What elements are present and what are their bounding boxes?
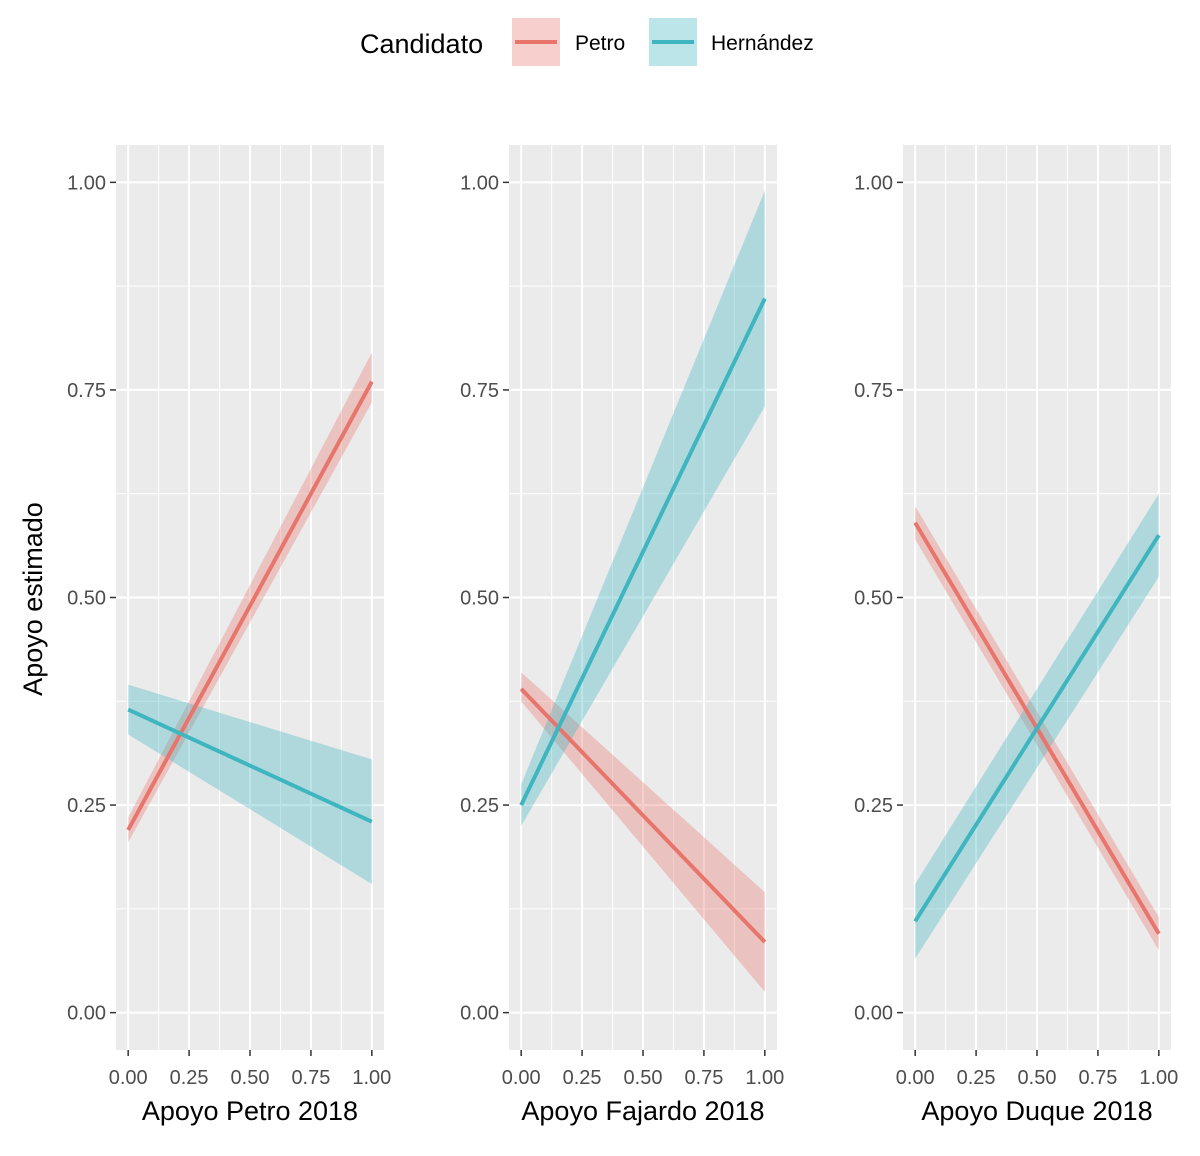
y-tick-label: 0.50 <box>854 588 893 610</box>
x-tick-label: 0.25 <box>563 1067 602 1089</box>
y-axis-title: Apoyo estimado <box>18 502 48 696</box>
y-tick-label: 0.00 <box>460 1003 499 1025</box>
legend-label-petro: Petro <box>575 32 625 55</box>
series-line <box>913 534 1161 923</box>
panel-2: 0.00 0.25 0.50 0.75 1.00 0.00 0.25 0.50 0.75 1.00… <box>460 145 784 1126</box>
y-tick-label: 0.50 <box>67 588 106 610</box>
x-tick-label: 0.00 <box>502 1067 541 1089</box>
x-axis-title: Apoyo Petro 2018 <box>142 1096 358 1126</box>
panel-1: 0.00 0.25 0.50 0.75 1.00 0.00 0.25 0.50 0.75 1.00… <box>67 145 391 1126</box>
x-tick-label: 0.75 <box>291 1067 330 1089</box>
y-tick-label: 1.00 <box>67 172 106 194</box>
legend: Candidato Petro Hernández <box>360 18 814 66</box>
y-tick-label: 0.75 <box>854 380 893 402</box>
legend-label-hernandez: Hernández <box>711 32 814 55</box>
y-tick-label: 0.25 <box>67 795 106 817</box>
legend-title: Candidato <box>360 29 483 59</box>
y-tick-label: 1.00 <box>460 172 499 194</box>
x-tick-label: 0.75 <box>1078 1067 1117 1089</box>
panel-3: 0.00 0.25 0.50 0.75 1.00 0.00 0.25 0.50 0.75 1.00… <box>854 145 1178 1126</box>
series-line <box>519 297 767 806</box>
confidence-band <box>128 684 372 884</box>
x-axis-title: Apoyo Duque 2018 <box>921 1096 1152 1126</box>
x-tick-label: 0.50 <box>624 1067 663 1089</box>
y-tick-label: 0.00 <box>854 1003 893 1025</box>
x-tick-label: 0.75 <box>684 1067 723 1089</box>
x-tick-label: 0.25 <box>170 1067 209 1089</box>
y-tick-label: 0.00 <box>67 1003 106 1025</box>
y-tick-label: 0.25 <box>854 795 893 817</box>
x-axis-title: Apoyo Fajardo 2018 <box>521 1096 764 1126</box>
series-line <box>126 380 374 831</box>
x-tick-label: 0.00 <box>109 1067 148 1089</box>
x-tick-label: 0.25 <box>957 1067 996 1089</box>
series-line <box>127 707 373 824</box>
y-tick-label: 0.25 <box>460 795 499 817</box>
y-tick-label: 0.50 <box>460 588 499 610</box>
x-tick-label: 1.00 <box>745 1067 784 1089</box>
y-tick-label: 0.75 <box>67 380 106 402</box>
series-line <box>519 687 767 944</box>
confidence-band <box>521 190 765 826</box>
x-tick-label: 0.00 <box>896 1067 935 1089</box>
x-tick-label: 0.50 <box>231 1067 270 1089</box>
y-tick-label: 1.00 <box>854 172 893 194</box>
y-tick-label: 0.75 <box>460 380 499 402</box>
x-tick-label: 0.50 <box>1018 1067 1057 1089</box>
x-tick-label: 1.00 <box>352 1067 391 1089</box>
x-tick-label: 1.00 <box>1139 1067 1178 1089</box>
